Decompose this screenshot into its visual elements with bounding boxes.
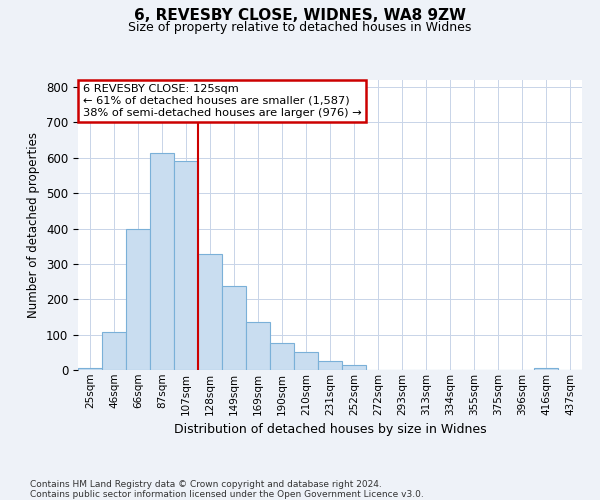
Bar xyxy=(222,286,246,370)
Bar xyxy=(342,364,366,370)
Bar xyxy=(294,352,318,370)
Y-axis label: Number of detached properties: Number of detached properties xyxy=(28,132,40,318)
Bar xyxy=(102,332,126,370)
Bar xyxy=(126,228,150,370)
Bar xyxy=(270,343,294,370)
Text: 6 REVESBY CLOSE: 125sqm
← 61% of detached houses are smaller (1,587)
38% of semi: 6 REVESBY CLOSE: 125sqm ← 61% of detache… xyxy=(83,84,362,117)
Text: Distribution of detached houses by size in Widnes: Distribution of detached houses by size … xyxy=(173,422,487,436)
Text: Contains HM Land Registry data © Crown copyright and database right 2024.
Contai: Contains HM Land Registry data © Crown c… xyxy=(30,480,424,499)
Bar xyxy=(246,322,270,370)
Bar xyxy=(198,254,222,370)
Bar xyxy=(150,152,174,370)
Text: 6, REVESBY CLOSE, WIDNES, WA8 9ZW: 6, REVESBY CLOSE, WIDNES, WA8 9ZW xyxy=(134,8,466,22)
Bar xyxy=(78,368,102,370)
Bar xyxy=(534,368,558,370)
Bar xyxy=(174,162,198,370)
Bar xyxy=(318,361,342,370)
Text: Size of property relative to detached houses in Widnes: Size of property relative to detached ho… xyxy=(128,21,472,34)
